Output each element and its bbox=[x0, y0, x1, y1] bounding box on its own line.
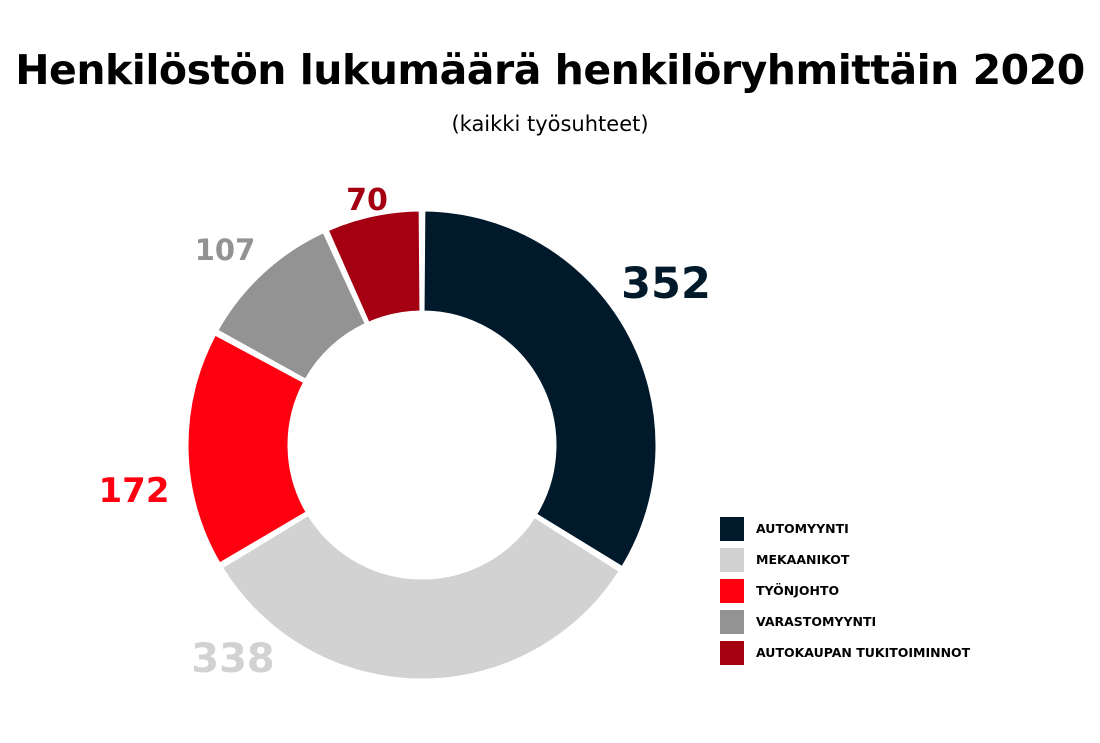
donut-slice-ty-njohto bbox=[185, 331, 310, 567]
legend-item-mekaanikot: MEKAANIKOT bbox=[720, 544, 1020, 575]
data-label: 352 bbox=[621, 259, 711, 309]
legend-item-tyonjohto: TYÖNJOHTO bbox=[720, 575, 1020, 606]
donut-slice-automyynti bbox=[421, 208, 659, 570]
legend-swatch bbox=[720, 547, 744, 572]
chart-legend: AUTOMYYNTI MEKAANIKOT TYÖNJOHTO VARASTOM… bbox=[720, 513, 1020, 668]
chart-subtitle: (kaikki työsuhteet) bbox=[451, 112, 649, 136]
legend-item-automyynti: AUTOMYYNTI bbox=[720, 513, 1020, 544]
legend-item-autokaupan-tukitoiminnot: AUTOKAUPAN TUKITOIMINNOT bbox=[720, 637, 1020, 668]
data-label: 70 bbox=[346, 183, 388, 218]
legend-label: MEKAANIKOT bbox=[756, 552, 850, 567]
chart-title: Henkilöstön lukumäärä henkilöryhmittäin … bbox=[15, 46, 1085, 94]
legend-label: AUTOKAUPAN TUKITOIMINNOT bbox=[756, 645, 971, 660]
legend-swatch bbox=[720, 516, 744, 541]
donut-slice-mekaanikot bbox=[219, 512, 623, 682]
data-label: 107 bbox=[195, 233, 256, 267]
legend-item-varastomyynti: VARASTOMYYNTI bbox=[720, 606, 1020, 637]
legend-label: TYÖNJOHTO bbox=[756, 583, 840, 598]
donut-slice-autokaupan-tukitoiminnot bbox=[325, 208, 423, 326]
data-label: 172 bbox=[99, 471, 170, 511]
donut-slice-varastomyynti bbox=[214, 229, 369, 383]
legend-swatch bbox=[720, 609, 744, 634]
legend-swatch bbox=[720, 640, 744, 665]
legend-swatch bbox=[720, 578, 744, 603]
data-label: 338 bbox=[191, 636, 275, 682]
legend-label: AUTOMYYNTI bbox=[756, 521, 849, 536]
legend-label: VARASTOMYYNTI bbox=[756, 614, 877, 629]
